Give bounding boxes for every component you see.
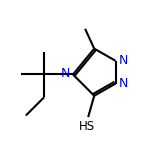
Text: N: N: [61, 67, 70, 80]
Text: N: N: [119, 77, 128, 90]
Text: N: N: [119, 54, 128, 67]
Text: HS: HS: [79, 120, 95, 133]
